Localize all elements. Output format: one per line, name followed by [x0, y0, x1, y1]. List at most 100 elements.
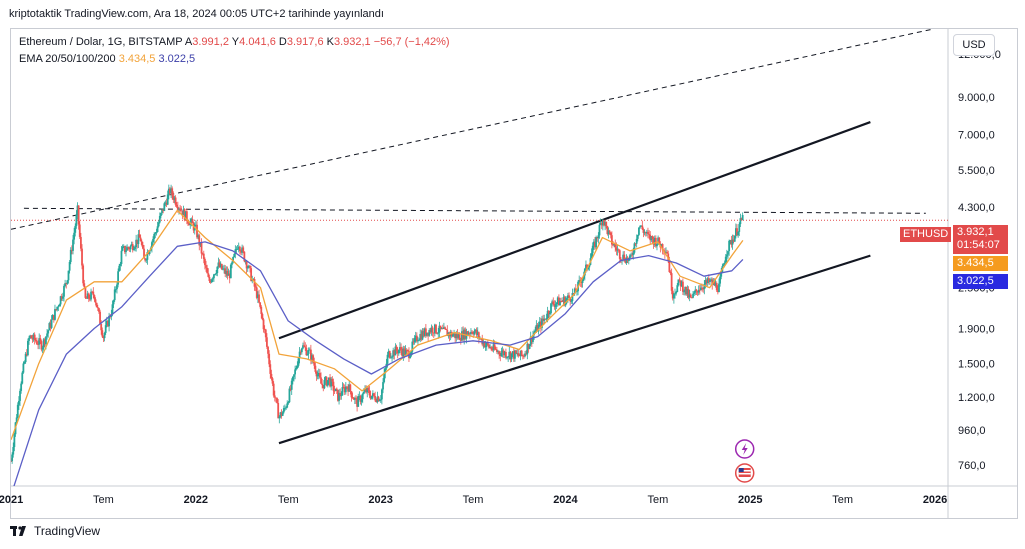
candle-body [668, 260, 671, 273]
trendline-resistance-dashed [23, 207, 926, 214]
candle-body [324, 377, 327, 381]
currency-button[interactable]: USD [953, 34, 995, 56]
candle-body [420, 334, 423, 340]
candle-body [516, 353, 519, 354]
candle-body [557, 297, 560, 306]
candle-body [277, 402, 280, 419]
candle-body [682, 281, 684, 292]
ema-title[interactable]: EMA 20/50/100/200 [19, 53, 116, 65]
candle-body [674, 293, 676, 295]
candle-body [49, 323, 52, 328]
candle-body [508, 351, 511, 357]
high-label: Y [231, 36, 240, 48]
candle-body [615, 247, 618, 251]
candle-body [653, 237, 656, 245]
candle-body [256, 294, 259, 298]
candle-body [710, 279, 712, 281]
trendline-outer-dashed [11, 29, 934, 230]
candle-body [201, 253, 204, 255]
candle-body [384, 368, 387, 374]
candle-body [715, 283, 718, 291]
candle-body [326, 380, 329, 386]
candle-body [237, 246, 240, 249]
candle-body [482, 341, 485, 345]
candle-body [648, 233, 650, 235]
candle-body [689, 294, 692, 298]
candle-body [318, 373, 321, 378]
candle-body [315, 371, 318, 377]
candle-body [632, 252, 635, 255]
candle-body [39, 338, 42, 342]
candle-body [652, 238, 655, 245]
candle-body [633, 243, 636, 253]
candle-body [596, 237, 599, 239]
footer-brand[interactable]: TradingView [10, 524, 100, 538]
candle-body [727, 251, 729, 255]
candle-body [73, 232, 76, 240]
candle-body [129, 245, 132, 250]
candle-body [362, 391, 365, 394]
candle-body [268, 353, 271, 365]
candle-body [254, 286, 257, 288]
candle-body [78, 224, 81, 237]
candle-body [154, 233, 157, 235]
candle-body [54, 309, 56, 320]
candle-body [477, 332, 480, 339]
candle-body [182, 209, 185, 216]
candle-body [412, 341, 415, 343]
candle-body [489, 347, 492, 349]
candle-body [392, 350, 395, 357]
candle-body [445, 328, 448, 330]
candle-body [464, 329, 467, 339]
candle-body [495, 349, 498, 352]
candle-body [707, 278, 710, 282]
candle-body [161, 209, 163, 214]
candle-body [307, 349, 310, 354]
candle-body [631, 254, 634, 256]
candle-body [439, 325, 442, 330]
candle-body [651, 236, 654, 239]
candle-body [207, 273, 210, 277]
candle-body [422, 331, 425, 336]
candle-body [356, 398, 358, 407]
candle-body [666, 252, 669, 254]
candle-body [353, 397, 356, 400]
candle-body [545, 318, 548, 320]
candle-body [693, 292, 696, 294]
candle-body [426, 332, 428, 336]
candle-body [438, 325, 441, 333]
candle-body [339, 392, 342, 396]
open-value: 3.991,2 [192, 36, 229, 48]
candle-body [51, 314, 54, 320]
candle-body [59, 296, 62, 305]
candle-body [101, 330, 104, 337]
candle-body [567, 295, 569, 299]
candle-body [570, 301, 573, 302]
candle-body [28, 337, 30, 341]
candle-body [563, 297, 566, 306]
candle-body [260, 306, 263, 314]
candle-body [430, 327, 433, 333]
x-tick-label: Tem [93, 494, 114, 506]
candle-body [259, 302, 262, 307]
candle-body [231, 262, 233, 265]
candle-body [145, 259, 148, 261]
chart-frame[interactable] [10, 28, 1018, 519]
candle-body [114, 289, 117, 290]
candle-body [76, 205, 79, 215]
symbol-tag: ETHUSD [900, 227, 952, 242]
candle-body [351, 397, 354, 399]
candle-body [100, 323, 103, 331]
candle-body [191, 219, 194, 224]
candle-body [657, 237, 660, 244]
candle-body [32, 334, 35, 340]
candle-body [458, 334, 461, 341]
candle-body [343, 387, 346, 393]
candle-body [29, 335, 32, 338]
candle-body [213, 274, 215, 279]
symbol-title[interactable]: Ethereum / Dolar, 1G, BITSTAMP [19, 36, 183, 48]
candle-body [90, 291, 92, 300]
candle-body [66, 280, 69, 284]
candle-body [175, 204, 178, 207]
